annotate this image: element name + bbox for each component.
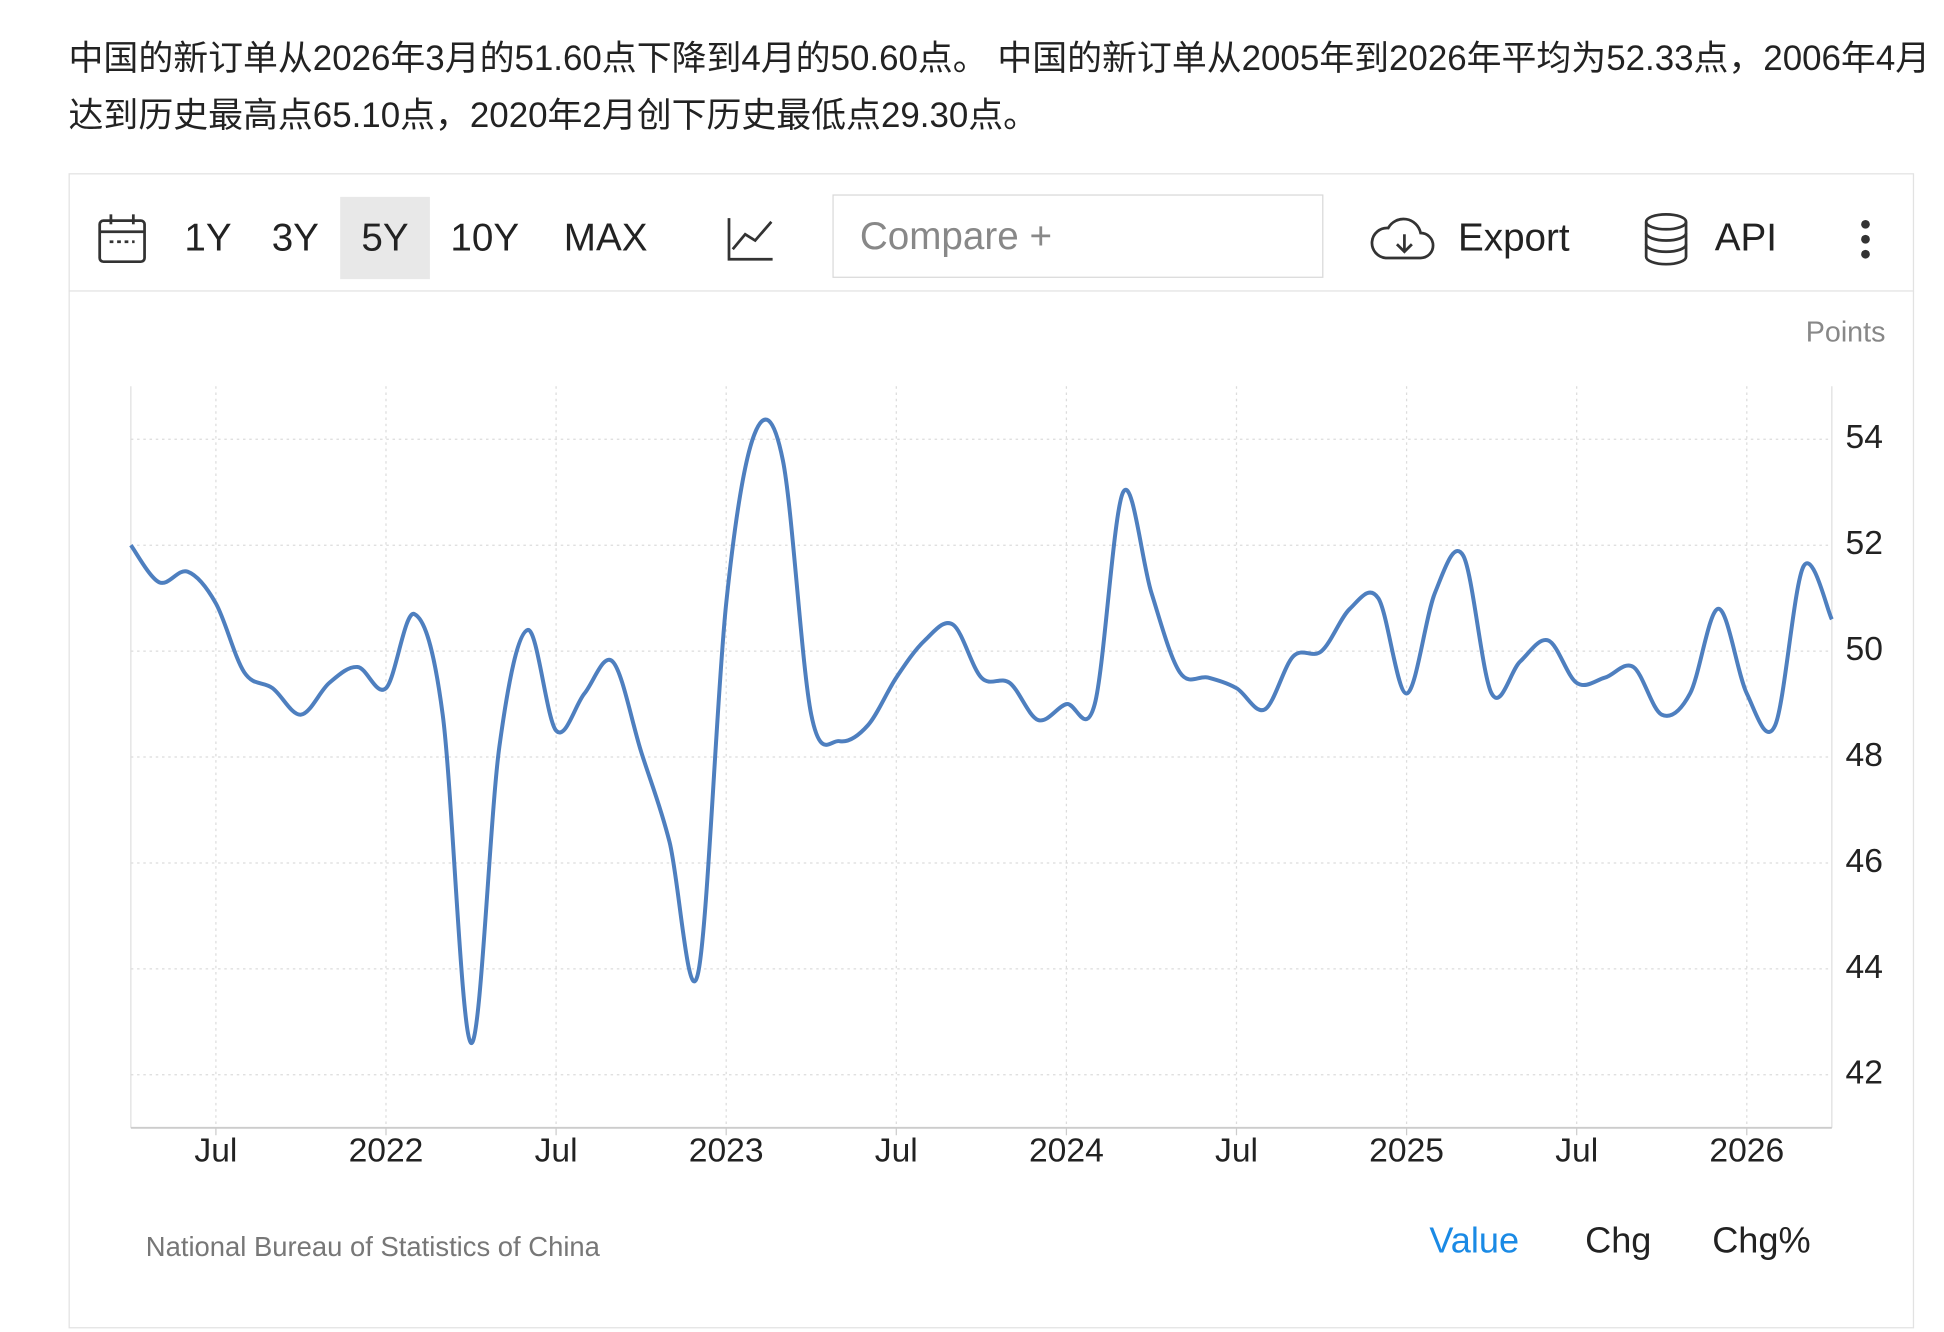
x-tick-label: 2025 — [1369, 1133, 1444, 1170]
range-button[interactable]: 5Y — [340, 196, 430, 280]
x-tick-label: Jul — [1555, 1133, 1598, 1170]
more-menu[interactable] — [1861, 219, 1870, 259]
data-line — [129, 417, 1834, 1046]
x-tick-label: Jul — [1215, 1133, 1258, 1170]
value-tab[interactable]: Chg — [1585, 1221, 1652, 1262]
api-button[interactable]: API — [1714, 215, 1777, 260]
chart-type-icon[interactable] — [727, 218, 773, 261]
source: National Bureau of Statistics of China — [145, 1231, 600, 1263]
range-button[interactable]: 10Y — [450, 215, 520, 260]
x-tick-label: 2026 — [1709, 1133, 1784, 1170]
divider — [68, 290, 1915, 292]
y-tick-label: 44 — [1846, 949, 1883, 986]
calendar-icon[interactable] — [98, 214, 146, 264]
y-tick-label: 54 — [1846, 419, 1883, 456]
x-tick-label: Jul — [535, 1133, 578, 1170]
x-tick-label: 2023 — [689, 1133, 764, 1170]
compare-input[interactable]: Compare + — [832, 194, 1324, 278]
x-tick-label: 2024 — [1029, 1133, 1104, 1170]
x-tick-label: 2022 — [349, 1133, 424, 1170]
y-tick-label: 50 — [1846, 631, 1883, 668]
range-button[interactable]: MAX — [563, 215, 648, 260]
chart-panel — [68, 173, 1915, 1329]
database-icon[interactable] — [1644, 212, 1688, 266]
y-tick-label: 52 — [1846, 525, 1883, 562]
x-tick-label: Jul — [875, 1133, 918, 1170]
export-button[interactable]: Export — [1457, 215, 1570, 260]
y-tick-label: 46 — [1846, 843, 1883, 880]
range-button[interactable]: 1Y — [184, 215, 232, 260]
y-axis-title: Points — [1806, 317, 1886, 349]
y-tick-label: 42 — [1846, 1055, 1883, 1092]
value-tab[interactable]: Chg% — [1712, 1221, 1811, 1262]
summary-text: 中国的新订单从2026年3月的51.60点下降到4月的50.60点。 中国的新订… — [68, 38, 1931, 135]
cloud-icon[interactable] — [1370, 217, 1435, 260]
y-tick-label: 48 — [1846, 737, 1883, 774]
value-tab[interactable]: Value — [1429, 1221, 1520, 1262]
range-button[interactable]: 3Y — [271, 215, 319, 260]
x-tick-label: Jul — [194, 1133, 237, 1170]
